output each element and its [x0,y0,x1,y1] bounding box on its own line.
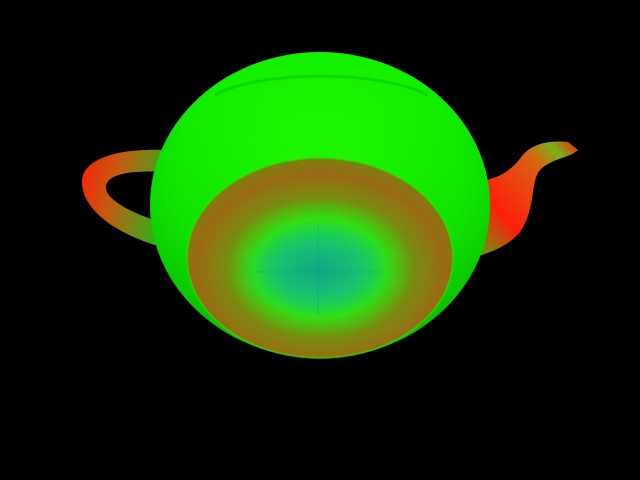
teapot-base-seam [255,225,382,315]
teapot-base-center [238,220,398,320]
teapot-base-rim [186,157,454,359]
teapot-lid-edge [214,74,429,97]
teapot-handle [82,149,165,246]
teapot-spout [478,141,578,256]
